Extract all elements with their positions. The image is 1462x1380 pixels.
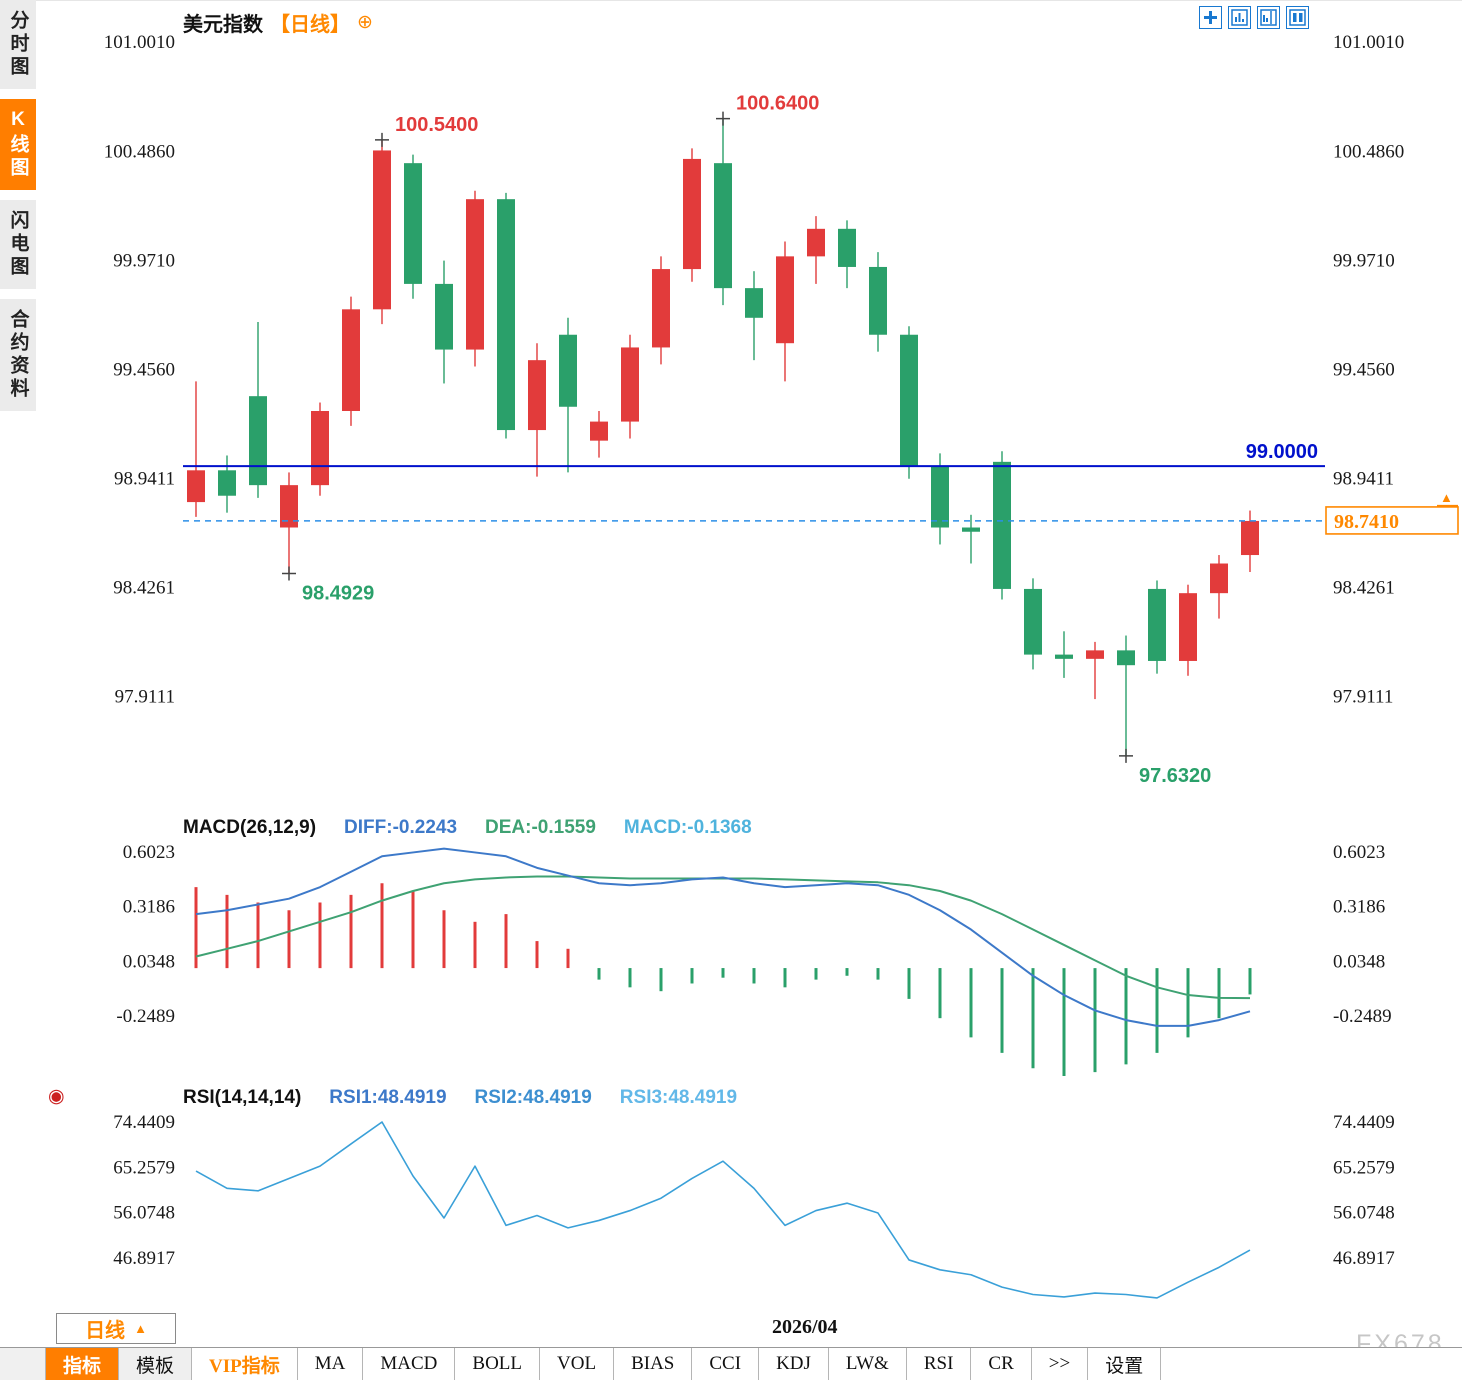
svg-text:98.4929: 98.4929 xyxy=(302,582,374,604)
svg-text:74.4409: 74.4409 xyxy=(1333,1112,1395,1133)
toolbar-vol[interactable]: VOL xyxy=(540,1348,615,1380)
toolbar-indicators[interactable]: 指标 xyxy=(46,1348,120,1380)
svg-text:99.4560: 99.4560 xyxy=(1333,359,1395,380)
layout-chart-right-icon[interactable] xyxy=(1257,6,1280,29)
rsi-title-row: RSI(14,14,14) RSI1:48.4919 RSI2:48.4919 … xyxy=(183,1087,737,1109)
add-indicator-icon[interactable]: ⊕ xyxy=(357,12,373,33)
svg-text:74.4409: 74.4409 xyxy=(113,1112,175,1133)
interval-label: 【日线】 xyxy=(270,14,350,36)
layout-grid-icon[interactable] xyxy=(1199,6,1222,29)
svg-text:98.4261: 98.4261 xyxy=(113,578,175,599)
svg-text:99.9710: 99.9710 xyxy=(113,250,175,271)
svg-text:0.6023: 0.6023 xyxy=(1333,842,1385,863)
toolbar-boll[interactable]: BOLL xyxy=(455,1348,541,1380)
svg-text:98.9411: 98.9411 xyxy=(1333,469,1394,490)
svg-text:97.6320: 97.6320 xyxy=(1139,765,1211,787)
sidebar-tab-kline[interactable]: K线图 xyxy=(0,99,36,190)
svg-text:98.7410: 98.7410 xyxy=(1334,511,1399,533)
svg-text:0.3186: 0.3186 xyxy=(1333,897,1385,918)
svg-text:101.0010: 101.0010 xyxy=(104,32,175,53)
layout-chart-left-icon[interactable] xyxy=(1228,6,1251,29)
header-layout-icons xyxy=(1199,6,1309,29)
left-sidebar: 分时图 K线图 闪电图 合约资料 xyxy=(0,0,36,1310)
svg-text:97.9111: 97.9111 xyxy=(1333,687,1393,708)
toolbar-cci[interactable]: CCI xyxy=(692,1348,760,1380)
toolbar-templates[interactable]: 模板 xyxy=(119,1348,193,1380)
svg-text:98.4261: 98.4261 xyxy=(1333,578,1395,599)
svg-text:100.4860: 100.4860 xyxy=(104,141,175,162)
toolbar-more[interactable]: >> xyxy=(1031,1348,1089,1380)
toolbar-cr[interactable]: CR xyxy=(971,1348,1032,1380)
toolbar-bias[interactable]: BIAS xyxy=(614,1348,693,1380)
rsi2-value: RSI2:48.4919 xyxy=(474,1087,592,1108)
svg-text:56.0748: 56.0748 xyxy=(1333,1203,1395,1224)
period-arrow-icon: ▲ xyxy=(134,1321,147,1336)
svg-text:65.2579: 65.2579 xyxy=(1333,1157,1395,1178)
symbol-title: 美元指数 xyxy=(183,14,263,36)
sidebar-tab-contract-info[interactable]: 合约资料 xyxy=(0,299,36,411)
toolbar-spacer xyxy=(0,1348,46,1380)
sidebar-tab-timeshare[interactable]: 分时图 xyxy=(0,0,36,89)
svg-text:65.2579: 65.2579 xyxy=(113,1157,175,1178)
period-selector[interactable]: 日线 ▲ xyxy=(56,1313,176,1344)
svg-text:100.5400: 100.5400 xyxy=(395,114,478,136)
panel-divider xyxy=(36,0,1462,1)
svg-text:100.4860: 100.4860 xyxy=(1333,141,1404,162)
svg-text:56.0748: 56.0748 xyxy=(113,1203,175,1224)
svg-text:-0.2489: -0.2489 xyxy=(1333,1006,1392,1027)
svg-text:0.0348: 0.0348 xyxy=(123,951,175,972)
svg-text:99.9710: 99.9710 xyxy=(1333,250,1395,271)
macd-diff-value: DIFF:-0.2243 xyxy=(344,817,458,838)
macd-dea-value: DEA:-0.1559 xyxy=(485,817,596,838)
period-label: 日线 xyxy=(85,1320,126,1342)
svg-text:0.3186: 0.3186 xyxy=(123,897,175,918)
sidebar-tab-lightning[interactable]: 闪电图 xyxy=(0,200,36,289)
svg-text:46.8917: 46.8917 xyxy=(113,1248,175,1269)
toolbar-kdj[interactable]: KDJ xyxy=(759,1348,829,1380)
macd-title-row: MACD(26,12,9) DIFF:-0.2243 DEA:-0.1559 M… xyxy=(183,817,752,839)
rsi1-value: RSI1:48.4919 xyxy=(329,1087,447,1108)
rsi3-value: RSI3:48.4919 xyxy=(619,1087,738,1108)
indicator-target-icon[interactable]: ◉ xyxy=(48,1086,65,1107)
rsi-title: RSI(14,14,14) xyxy=(183,1087,302,1108)
svg-text:98.9411: 98.9411 xyxy=(114,469,175,490)
svg-text:0.0348: 0.0348 xyxy=(1333,951,1385,972)
svg-text:100.6400: 100.6400 xyxy=(736,93,819,115)
layout-columns-icon[interactable] xyxy=(1286,6,1309,29)
macd-title: MACD(26,12,9) xyxy=(183,817,317,838)
svg-text:101.0010: 101.0010 xyxy=(1333,32,1404,53)
svg-text:97.9111: 97.9111 xyxy=(115,687,175,708)
indicator-toolbar: 指标 模板 VIP指标 MA MACD BOLL VOL BIAS CCI KD… xyxy=(0,1347,1462,1380)
toolbar-settings[interactable]: 设置 xyxy=(1088,1348,1162,1380)
svg-text:-0.2489: -0.2489 xyxy=(116,1006,175,1027)
toolbar-ma[interactable]: MA xyxy=(297,1348,364,1380)
rsi-chart[interactable]: 74.4409 74.4409 65.2579 65.2579 56.0748 56.07… xyxy=(0,1082,1462,1310)
svg-text:▲: ▲ xyxy=(1440,490,1453,505)
svg-text:99.4560: 99.4560 xyxy=(113,359,175,380)
macd-chart[interactable]: 0.6023 0.6023 0.3186 0.3186 0.0348 0.0348 -0.2… xyxy=(0,810,1462,1082)
x-axis-date: 2026/04 xyxy=(772,1316,838,1338)
svg-text:0.6023: 0.6023 xyxy=(123,842,175,863)
toolbar-vip-indicators[interactable]: VIP指标 xyxy=(192,1348,298,1380)
toolbar-rsi[interactable]: RSI xyxy=(906,1348,972,1380)
chart-header: 美元指数 【日线】 ⊕ xyxy=(183,8,373,37)
toolbar-macd[interactable]: MACD xyxy=(363,1348,456,1380)
toolbar-lw[interactable]: LW& xyxy=(828,1348,907,1380)
svg-text:46.8917: 46.8917 xyxy=(1333,1248,1395,1269)
macd-value: MACD:-0.1368 xyxy=(623,817,752,838)
svg-text:99.0000: 99.0000 xyxy=(1246,441,1318,463)
candlestick-chart[interactable]: 101.0010 101.0010 100.4860 100.4860 99.9710 9… xyxy=(0,0,1462,810)
